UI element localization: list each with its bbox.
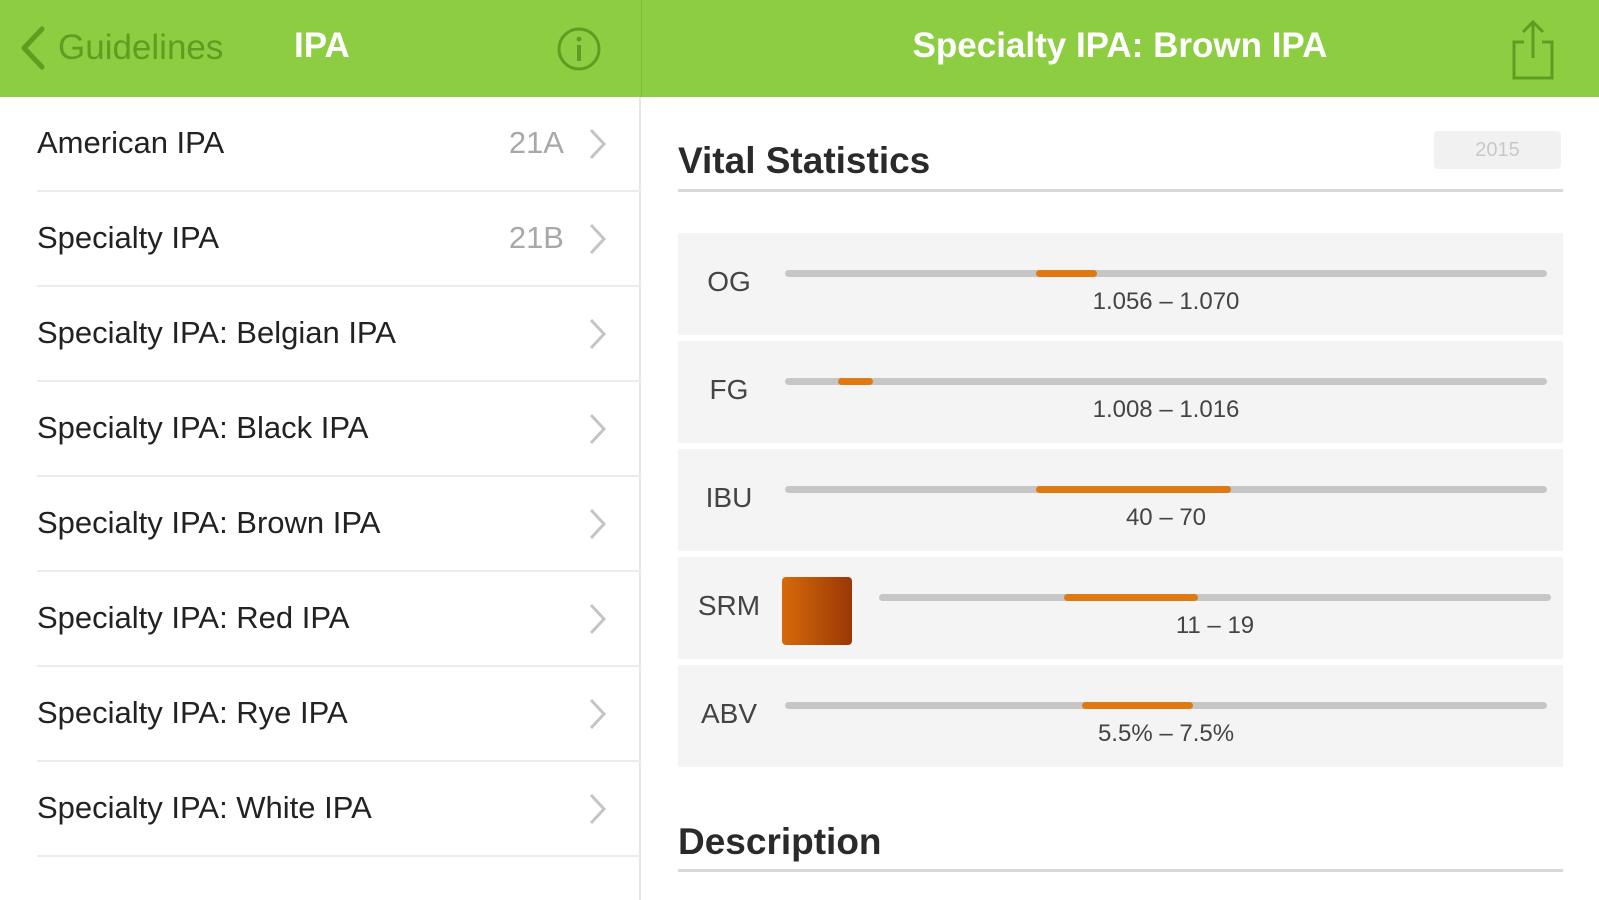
stat-range-bar <box>838 378 873 385</box>
row-separator <box>37 855 641 857</box>
stat-track <box>879 594 1551 601</box>
list-item-code: 21B <box>508 220 564 255</box>
info-icon[interactable] <box>556 26 602 72</box>
section-divider <box>678 189 1563 192</box>
section-divider <box>678 869 1563 872</box>
list-item-name: American IPA <box>37 125 225 160</box>
row-separator <box>37 760 641 762</box>
back-button-label: Guidelines <box>58 28 224 67</box>
stat-range-bar <box>1063 594 1199 601</box>
chevron-right-icon <box>589 603 607 635</box>
navigation-bar: Guidelines IPA Specialty IPA: Brown IPA <box>0 0 1599 97</box>
stat-track <box>785 702 1547 709</box>
stat-range: 40 – 70 <box>1125 504 1207 531</box>
list-item-name: Specialty IPA: White IPA <box>37 790 372 825</box>
stat-label: FG <box>709 374 749 405</box>
list-item[interactable]: American IPA 21A <box>0 97 641 192</box>
back-button[interactable]: Guidelines <box>18 22 223 74</box>
stat-range: 1.056 – 1.070 <box>1092 288 1240 315</box>
style-list: American IPA 21A Specialty IPA 21B Speci… <box>0 97 641 900</box>
stat-label: OG <box>707 266 751 297</box>
stat-track <box>785 486 1547 493</box>
vital-statistics-heading: Vital Statistics <box>678 140 931 181</box>
list-item-name: Specialty IPA: Red IPA <box>37 600 350 635</box>
row-separator <box>37 380 641 382</box>
row-separator <box>37 570 641 572</box>
stat-label: SRM <box>697 590 761 621</box>
list-item-code: 21A <box>508 125 564 160</box>
stat-label: IBU <box>705 482 753 513</box>
chevron-left-icon <box>21 26 45 70</box>
list-title: IPA <box>294 26 350 65</box>
list-item-name: Specialty IPA: Black IPA <box>37 410 369 445</box>
chevron-right-icon <box>589 508 607 540</box>
row-separator <box>37 665 641 667</box>
chevron-right-icon <box>589 318 607 350</box>
row-separator <box>37 475 641 477</box>
chevron-right-icon <box>589 128 607 160</box>
list-item[interactable]: Specialty IPA: Brown IPA <box>0 477 641 572</box>
stat-row: ABV 5.5% – 7.5% <box>678 665 1563 767</box>
header-divider <box>641 0 642 97</box>
row-separator <box>37 190 641 192</box>
chevron-right-icon <box>589 413 607 445</box>
color-swatch <box>782 577 852 645</box>
stat-range: 11 – 19 <box>1175 612 1255 639</box>
list-item[interactable]: Specialty IPA: Red IPA <box>0 572 641 667</box>
style-detail: Vital Statistics 2015 OG 1.056 – 1.070 F… <box>642 97 1599 900</box>
list-item-name: Specialty IPA: Rye IPA <box>37 695 348 730</box>
chevron-right-icon <box>589 223 607 255</box>
stat-range: 1.008 – 1.016 <box>1092 396 1240 423</box>
list-item-name: Specialty IPA: Belgian IPA <box>37 315 396 350</box>
list-item[interactable]: Specialty IPA: Belgian IPA <box>0 287 641 382</box>
stat-range-bar <box>1036 270 1098 277</box>
list-item[interactable]: Specialty IPA 21B <box>0 192 641 287</box>
chevron-right-icon <box>589 793 607 825</box>
year-badge: 2015 <box>1434 131 1561 169</box>
stat-track <box>785 270 1547 277</box>
description-heading: Description <box>678 821 882 862</box>
list-item[interactable]: Specialty IPA: Rye IPA <box>0 667 641 762</box>
stat-range-bar <box>1036 486 1231 493</box>
list-item-name: Specialty IPA: Brown IPA <box>37 505 381 540</box>
stat-label: ABV <box>700 698 758 729</box>
stat-track <box>785 378 1547 385</box>
detail-title: Specialty IPA: Brown IPA <box>912 26 1328 65</box>
stat-range-bar <box>1082 702 1193 709</box>
list-item[interactable]: Specialty IPA: Black IPA <box>0 382 641 477</box>
stat-row: FG 1.008 – 1.016 <box>678 341 1563 443</box>
chevron-right-icon <box>589 698 607 730</box>
stat-row: OG 1.056 – 1.070 <box>678 233 1563 335</box>
list-item[interactable]: Specialty IPA: White IPA <box>0 762 641 857</box>
stat-row: IBU 40 – 70 <box>678 449 1563 551</box>
share-icon[interactable] <box>1508 18 1558 82</box>
row-separator <box>37 285 641 287</box>
list-item-name: Specialty IPA <box>37 220 220 255</box>
stat-range: 5.5% – 7.5% <box>1097 720 1235 747</box>
stat-row: SRM 11 – 19 <box>678 557 1563 659</box>
